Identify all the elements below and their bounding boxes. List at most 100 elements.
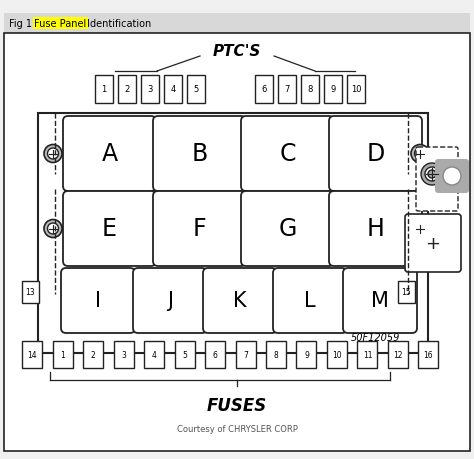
Text: B: B (191, 142, 208, 166)
Text: D: D (366, 142, 384, 166)
Text: 13: 13 (26, 288, 35, 297)
Bar (278, 76, 296, 104)
FancyBboxPatch shape (241, 191, 334, 266)
Text: 14: 14 (27, 350, 37, 359)
Bar (398, 281, 415, 303)
Text: 9: 9 (330, 85, 336, 94)
Bar (187, 76, 205, 104)
Bar (113, 341, 134, 368)
Text: 50F12059: 50F12059 (351, 332, 400, 342)
Circle shape (428, 171, 436, 179)
Text: 16: 16 (424, 350, 433, 359)
Bar (22, 281, 39, 303)
FancyBboxPatch shape (273, 269, 347, 333)
Bar (144, 341, 164, 368)
FancyBboxPatch shape (153, 191, 246, 266)
Text: 15: 15 (401, 288, 411, 297)
FancyBboxPatch shape (329, 117, 422, 191)
Text: Courtesy of CHRYSLER CORP: Courtesy of CHRYSLER CORP (176, 425, 298, 434)
Text: 6: 6 (212, 350, 218, 359)
Text: 6: 6 (261, 85, 267, 94)
FancyBboxPatch shape (241, 117, 334, 191)
FancyBboxPatch shape (63, 191, 156, 266)
Bar (38, 114, 428, 353)
Circle shape (44, 220, 62, 238)
Text: M: M (371, 291, 389, 311)
Text: L: L (304, 291, 316, 311)
FancyBboxPatch shape (416, 148, 458, 212)
Text: I: I (95, 291, 101, 311)
Text: 2: 2 (124, 85, 129, 94)
Text: FUSES: FUSES (207, 396, 267, 414)
Bar (297, 341, 317, 368)
Circle shape (414, 224, 426, 235)
Circle shape (421, 164, 443, 185)
Bar (141, 76, 159, 104)
Circle shape (44, 145, 62, 163)
Circle shape (443, 168, 461, 185)
Text: 7: 7 (243, 350, 248, 359)
FancyBboxPatch shape (153, 117, 246, 191)
Bar (347, 76, 365, 104)
Text: 4: 4 (152, 350, 156, 359)
Text: 10: 10 (332, 350, 342, 359)
FancyBboxPatch shape (329, 191, 422, 266)
Bar (95, 76, 113, 104)
Text: 9: 9 (304, 350, 309, 359)
Text: 11: 11 (363, 350, 372, 359)
FancyBboxPatch shape (203, 269, 277, 333)
Text: 4: 4 (170, 85, 176, 94)
FancyBboxPatch shape (343, 269, 417, 333)
Bar (419, 341, 438, 368)
Bar (174, 341, 194, 368)
Circle shape (425, 168, 439, 182)
Text: E: E (102, 217, 117, 241)
Text: 12: 12 (393, 350, 403, 359)
FancyBboxPatch shape (63, 117, 156, 191)
Text: 8: 8 (273, 350, 278, 359)
Text: 1: 1 (60, 350, 65, 359)
Text: 7: 7 (284, 85, 290, 94)
Bar (388, 341, 408, 368)
Circle shape (47, 224, 58, 235)
Bar (164, 76, 182, 104)
Bar (22, 341, 42, 368)
Text: 3: 3 (147, 85, 153, 94)
Text: A: A (101, 142, 118, 166)
Text: C: C (279, 142, 296, 166)
Text: F: F (193, 217, 206, 241)
Text: Fuse Panel: Fuse Panel (34, 19, 86, 29)
Text: 1: 1 (101, 85, 107, 94)
Bar (4, 14, 470, 34)
Bar (236, 341, 255, 368)
Text: +: + (426, 235, 440, 252)
Text: K: K (233, 291, 247, 311)
Bar (327, 341, 347, 368)
Text: H: H (366, 217, 384, 241)
Text: PTC'S: PTC'S (213, 45, 261, 59)
Circle shape (414, 149, 426, 160)
Text: 3: 3 (121, 350, 126, 359)
Bar (324, 76, 342, 104)
Bar (266, 341, 286, 368)
Text: Identification: Identification (84, 19, 151, 29)
Bar (255, 76, 273, 104)
Circle shape (411, 220, 429, 238)
Bar (118, 76, 136, 104)
FancyBboxPatch shape (61, 269, 135, 333)
Circle shape (47, 149, 58, 160)
Circle shape (411, 145, 429, 163)
Text: 2: 2 (91, 350, 95, 359)
Text: J: J (167, 291, 173, 311)
Bar (83, 341, 103, 368)
Text: 5: 5 (182, 350, 187, 359)
Text: 8: 8 (307, 85, 313, 94)
FancyBboxPatch shape (133, 269, 207, 333)
Bar (357, 341, 377, 368)
FancyBboxPatch shape (435, 160, 469, 194)
FancyBboxPatch shape (405, 214, 461, 272)
Text: Fig 1:: Fig 1: (9, 19, 38, 29)
Bar (301, 76, 319, 104)
Bar (205, 341, 225, 368)
Text: 5: 5 (193, 85, 199, 94)
